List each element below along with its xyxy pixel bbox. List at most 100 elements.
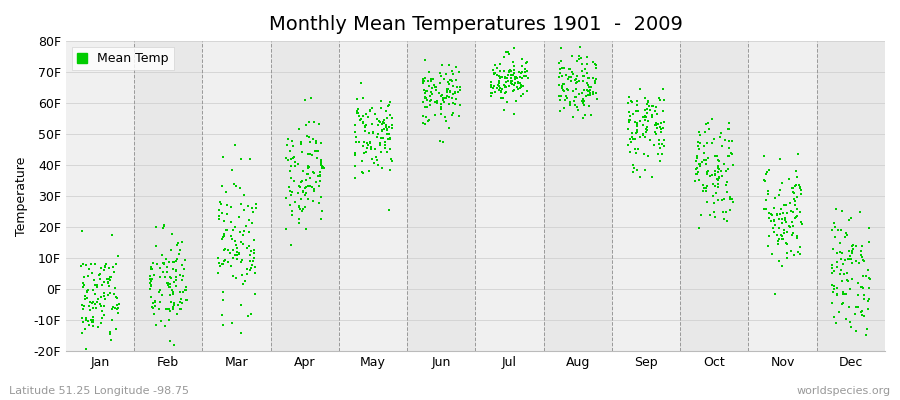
Point [630,122,644,128]
Point [635,122,650,128]
Point [212,213,226,219]
Point [776,236,790,242]
Point [356,158,370,164]
Point [105,317,120,323]
Point [707,168,722,174]
Point [298,185,312,192]
Point [296,206,310,212]
Point [314,160,328,166]
Point [442,61,456,68]
Point [443,88,457,94]
Point [766,224,780,231]
Point [233,259,248,266]
Point [448,76,463,83]
Point [772,236,787,242]
Point [374,98,388,104]
Point [230,241,244,248]
Point [770,238,785,244]
Point [649,103,663,110]
Point [504,80,518,87]
Point [643,137,657,143]
Point [382,98,397,105]
Point [364,144,378,150]
Point [356,170,370,176]
Point [622,119,636,125]
Point [691,160,706,167]
Point [81,361,95,368]
Point [557,81,572,87]
Point [284,207,299,214]
Point [248,205,263,212]
Point [78,293,93,299]
Point [794,191,808,198]
Point [175,238,189,245]
Point [626,136,641,142]
Point [310,140,324,146]
Point [360,145,374,152]
Point [446,110,460,116]
Point [287,154,302,160]
Point [293,139,308,145]
Point [446,71,460,77]
Point [356,120,370,126]
Point [151,289,166,295]
Point [76,280,90,286]
Point [279,155,293,161]
Point [833,271,848,277]
Point [382,112,397,118]
Point [759,197,773,203]
Point [362,168,376,174]
Point [436,139,450,145]
Point [589,65,603,72]
Point [242,267,256,274]
Point [726,162,741,168]
Point [637,113,652,119]
Bar [475,41,544,351]
Point [845,242,859,248]
Point [145,304,159,310]
Point [170,302,184,308]
Point [426,85,440,92]
Point [581,75,596,81]
Point [382,102,397,108]
Point [567,77,581,83]
Point [845,250,859,256]
Point [314,158,328,165]
Point [580,80,594,86]
Point [373,140,387,146]
Point [788,201,803,208]
Point [829,290,843,297]
Point [562,66,576,73]
Point [777,230,791,236]
Point [304,95,319,101]
Point [104,232,119,239]
Point [241,203,256,210]
Point [839,316,853,322]
Point [173,298,187,305]
Point [384,122,399,128]
Point [692,162,706,169]
Point [854,284,868,290]
Point [718,182,733,188]
Point [642,103,656,110]
Point [446,110,461,116]
Point [292,206,307,212]
Point [583,87,598,94]
Point [859,273,873,279]
Point [715,196,729,203]
Point [854,309,868,316]
Point [554,66,568,72]
Point [629,120,643,127]
Point [163,283,177,290]
Point [350,110,365,116]
Point [720,178,734,185]
Point [168,258,183,264]
Point [293,184,308,190]
Point [313,194,328,200]
Point [418,94,432,100]
Point [284,192,299,198]
Point [514,82,528,88]
Point [790,234,805,241]
Point [569,80,583,86]
Point [97,312,112,318]
